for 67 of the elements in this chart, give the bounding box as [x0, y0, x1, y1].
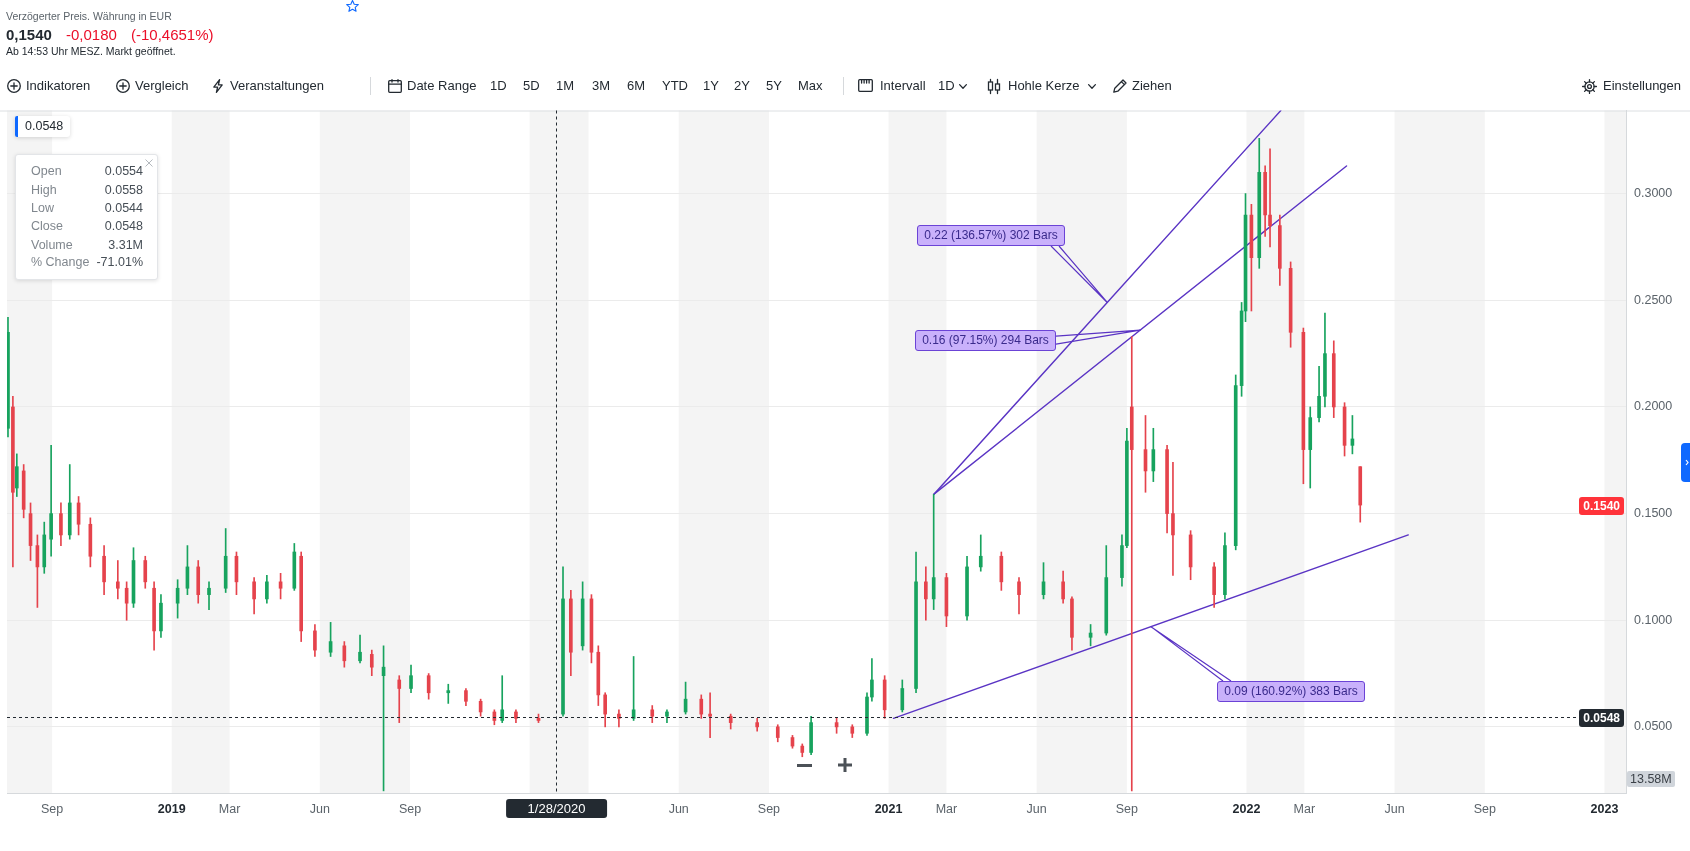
x-tick-label: Mar: [935, 801, 958, 816]
annotation: Open: [31, 163, 62, 179]
text: 1D: [938, 78, 955, 94]
x-tick-label: 2019: [157, 801, 186, 816]
text: 3M: [592, 78, 611, 94]
text: 13.58M: [1627, 771, 1675, 787]
annotation: 0.1540: [1579, 496, 1624, 515]
y-tick-label: 0.1000: [1634, 612, 1673, 627]
text: (-10,4651%): [131, 26, 214, 44]
text: Intervall: [880, 78, 926, 94]
text: 1Y: [703, 78, 719, 94]
x-tick-label: Sep: [1473, 801, 1496, 816]
text: Einstellungen: [1603, 78, 1682, 94]
annotation: 0.16 (97.15%) 294 Bars: [915, 330, 1056, 351]
text: Indikatoren: [26, 78, 91, 94]
text: YTD: [662, 78, 688, 94]
y-tick-label: 0.2500: [1634, 292, 1673, 307]
text: Date Range: [407, 78, 477, 94]
y-tick-label: 0.2000: [1634, 399, 1673, 414]
x-tick-label: 2023: [1590, 801, 1619, 816]
y-tick-label: 0.3000: [1634, 186, 1673, 201]
annotation: 0.0548: [104, 218, 143, 234]
text: 2Y: [734, 78, 750, 94]
text: 6M: [627, 78, 646, 94]
legend-chip: 0.0548: [15, 116, 71, 137]
chart-subtitle: Verzögerter Preis. Währung in EUR: [6, 10, 172, 23]
text: 5Y: [766, 78, 782, 94]
x-tick-label: Sep: [40, 801, 64, 816]
text: Hohle Kerze: [1008, 78, 1080, 94]
x-tick-label: 2022: [1232, 801, 1261, 816]
ref-line-label: 1/28/2020: [505, 799, 608, 818]
text: Vergleich: [135, 78, 189, 94]
annotation: 0.09 (160.92%) 383 Bars: [1217, 681, 1365, 702]
x-tick-label: Jun: [668, 801, 689, 816]
annotation: 0.22 (136.57%) 302 Bars: [917, 225, 1065, 246]
annotation: 0.0554: [104, 163, 143, 179]
annotation: 0.0544: [104, 200, 143, 216]
text: Ziehen: [1132, 78, 1172, 94]
x-tick-label: Mar: [1293, 801, 1316, 816]
annotation: Close: [31, 218, 63, 234]
text: 5D: [523, 78, 540, 94]
annotation: 0.0548: [25, 119, 64, 133]
annotation: 0.0558: [104, 182, 143, 198]
x-tick-label: Sep: [398, 801, 422, 816]
y-tick-label: 0.1500: [1634, 506, 1673, 521]
annotation: High: [31, 182, 57, 198]
x-tick-label: Jun: [309, 801, 330, 816]
text: 0,1540: [6, 26, 52, 44]
annotation: Volume: [31, 237, 73, 253]
annotation: 3.31M: [108, 237, 143, 253]
text: -0,0180: [66, 26, 117, 44]
text: Ab 14:53 Uhr MESZ. Markt geöffnet.: [6, 45, 176, 58]
text: 1D: [490, 78, 507, 94]
text: Max: [798, 78, 823, 94]
x-tick-label: Jun: [1026, 801, 1047, 816]
text: Veranstaltungen: [230, 78, 324, 94]
annotation: -71.01%: [96, 254, 143, 270]
x-tick-label: 2021: [874, 801, 903, 816]
annotation: % Change: [31, 254, 90, 270]
x-tick-label: Jun: [1384, 801, 1405, 816]
x-tick-label: Mar: [218, 801, 241, 816]
ref-line-label: 0.0548: [1579, 708, 1624, 727]
x-tick-label: Sep: [757, 801, 781, 816]
annotation: Low: [31, 200, 54, 216]
x-tick-label: Sep: [1115, 801, 1139, 816]
text: 1M: [556, 78, 575, 94]
y-tick-label: 0.0500: [1634, 719, 1673, 734]
